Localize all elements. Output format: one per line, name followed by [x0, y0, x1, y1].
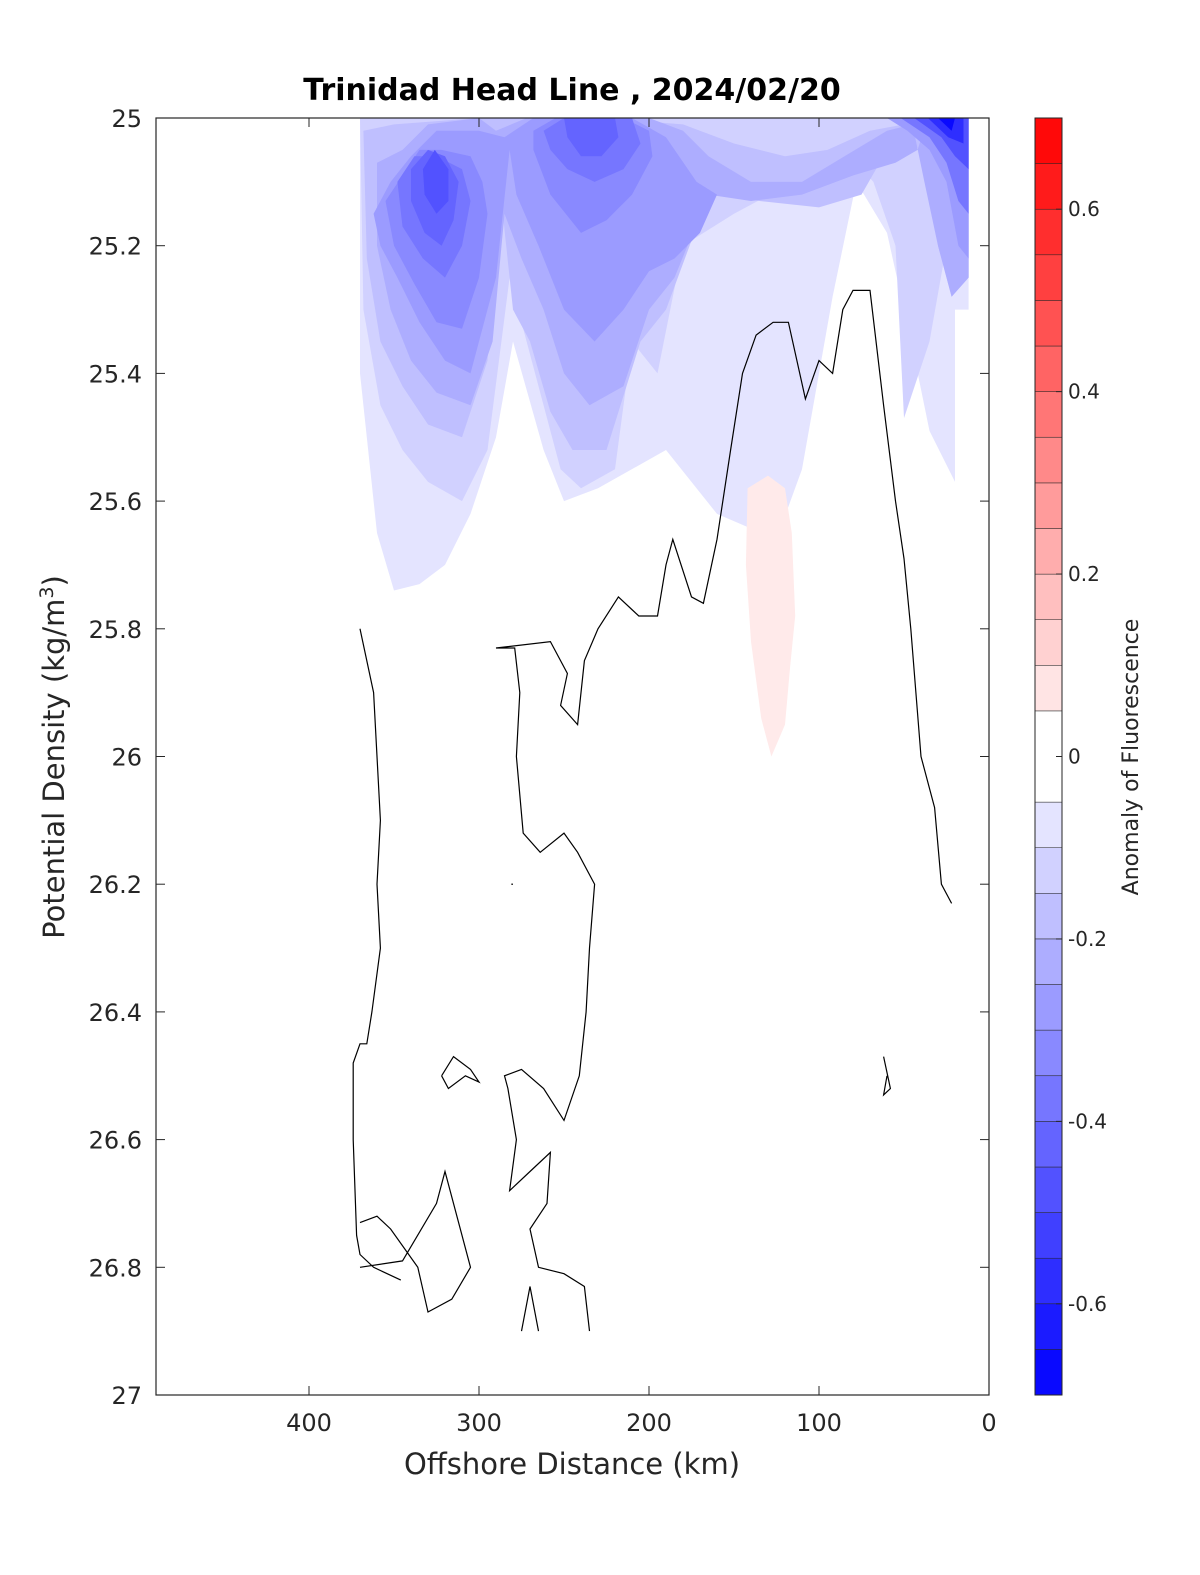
- colorbar-band: [1034, 1212, 1063, 1259]
- colorbar-band: [1034, 528, 1063, 575]
- x-axis-title: Offshore Distance (km): [404, 1447, 740, 1481]
- colorbar-band: [1034, 208, 1063, 256]
- x-tick-label: 100: [796, 1409, 842, 1437]
- colorbar-band: [1034, 619, 1063, 666]
- colorbar-band: [1034, 345, 1063, 392]
- y-axis-title-superscript: 3: [36, 586, 58, 598]
- y-tick-label: 26.2: [89, 871, 142, 899]
- colorbar-title: Anomaly of Fluorescence: [1119, 619, 1144, 896]
- x-tick-label: 300: [456, 1409, 502, 1437]
- colorbar-band: [1034, 1029, 1063, 1076]
- x-tick-label: 400: [286, 1409, 332, 1437]
- colorbar-tick-label: -0.4: [1068, 1109, 1107, 1133]
- colorbar: [1034, 117, 1063, 1396]
- chart-title: Trinidad Head Line , 2024/02/20: [303, 73, 840, 108]
- colorbar-band: [1034, 1349, 1063, 1396]
- colorbar-band: [1034, 254, 1063, 301]
- y-tick-label: 26.8: [89, 1254, 142, 1282]
- zero-contour-line: [352, 628, 402, 1281]
- colorbar-band: [1034, 938, 1063, 985]
- positive-anomaly-region: [745, 475, 796, 757]
- y-tick-label: 26.4: [89, 999, 142, 1027]
- y-tick-label: 27: [111, 1382, 142, 1410]
- colorbar-band: [1034, 482, 1063, 529]
- zero-contour-line: [441, 1055, 481, 1090]
- colorbar-tick-label: 0.4: [1068, 380, 1100, 404]
- colorbar-band: [1034, 1303, 1063, 1350]
- colorbar-band: [1034, 893, 1063, 940]
- colorbar-band: [1034, 847, 1063, 894]
- y-tick-label: 25: [111, 105, 142, 133]
- zero-contour-line: [882, 1056, 892, 1097]
- negative-anomaly-region: [422, 149, 449, 214]
- colorbar-band: [1034, 437, 1063, 484]
- colorbar-tick-label: -0.2: [1068, 927, 1107, 951]
- y-tick-label: 26: [111, 744, 142, 772]
- colorbar-band: [1034, 1075, 1063, 1122]
- fluorescence-fill-regions: [360, 118, 969, 757]
- colorbar-ticks: 0.6 0.4 0.2 0 -0.2 -0.4 -0.6: [1056, 197, 1107, 1316]
- y-tick-label: 26.6: [89, 1127, 142, 1155]
- colorbar-band: [1034, 1257, 1063, 1305]
- colorbar-tick-label: 0.6: [1068, 197, 1100, 221]
- colorbar-band: [1034, 665, 1063, 712]
- colorbar-band: [1034, 1121, 1063, 1168]
- y-tick-label: 25.2: [89, 233, 142, 261]
- colorbar-band: [1034, 801, 1063, 848]
- y-tick-label: 25.4: [89, 360, 142, 388]
- x-tick-label: 200: [626, 1409, 672, 1437]
- y-axis-ticks: 25 25.2 25.4 25.6 25.8 26 26.2 26.4 26.6 26.8 27: [89, 105, 989, 1410]
- zero-contour-line: [495, 289, 953, 1332]
- zero-contour-line: [520, 1286, 540, 1332]
- y-axis-title: Potential Density (kg/m3): [36, 575, 71, 939]
- negative-anomaly-region: [564, 118, 619, 157]
- y-tick-label: 25.8: [89, 616, 142, 644]
- colorbar-band: [1034, 573, 1063, 620]
- colorbar-tick-label: 0: [1068, 745, 1081, 769]
- y-axis-title-main: Potential Density (kg/m: [37, 599, 71, 939]
- zero-contour-lines: [352, 289, 953, 1332]
- x-tick-label: 0: [981, 1409, 996, 1437]
- y-tick-label: 25.6: [89, 488, 142, 516]
- x-axis-ticks: 400 300 200 100 0: [286, 118, 997, 1437]
- colorbar-band: [1034, 391, 1063, 438]
- negative-anomaly-region: [938, 118, 955, 131]
- y-axis-title-close: ): [37, 575, 71, 586]
- colorbar-tick-label: -0.6: [1068, 1292, 1107, 1316]
- colorbar-tick-label: 0.2: [1068, 562, 1100, 586]
- colorbar-band: [1034, 300, 1063, 347]
- zero-contour-line: [359, 1169, 472, 1313]
- colorbar-band: [1034, 984, 1063, 1031]
- colorbar-band: [1034, 163, 1063, 210]
- colorbar-band: [1034, 117, 1063, 164]
- colorbar-band: [1034, 1166, 1063, 1213]
- negative-anomaly-region: [927, 118, 964, 144]
